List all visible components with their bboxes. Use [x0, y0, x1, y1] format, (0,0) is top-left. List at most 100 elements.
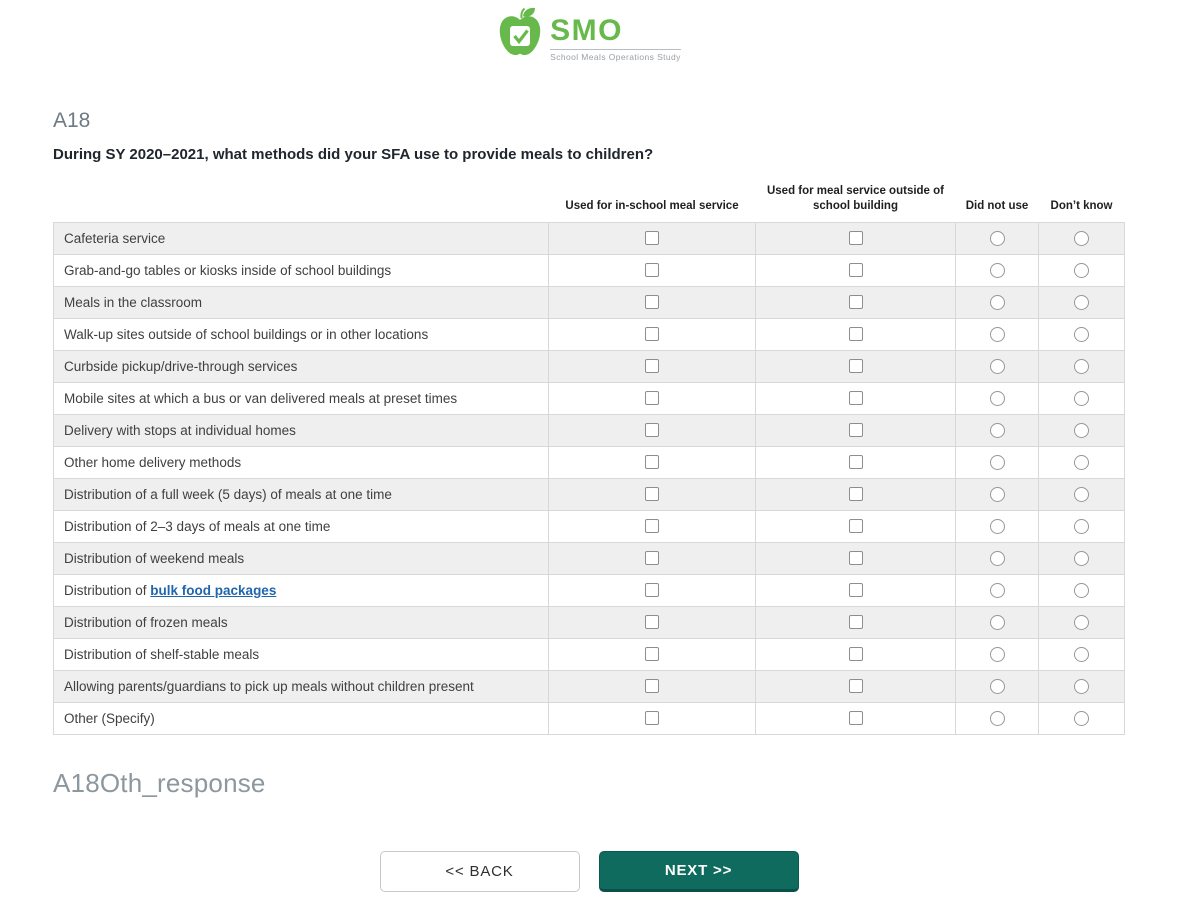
radio-did-not-use[interactable]	[989, 422, 1005, 438]
cell-did-not-use	[955, 221, 1039, 255]
other-response-label: A18Oth_response	[53, 767, 266, 798]
checkbox-in-school-meal-service[interactable]	[645, 711, 659, 726]
cell-did-not-use	[955, 413, 1039, 447]
checkbox-in-school-meal-service[interactable]	[645, 615, 659, 630]
radio-did-not-use[interactable]	[989, 358, 1005, 374]
table-row: Other home delivery methods	[53, 445, 1125, 479]
radio-dont-know[interactable]	[1074, 582, 1089, 598]
checkbox-outside-school-building[interactable]	[848, 711, 863, 726]
cell-did-not-use	[955, 285, 1039, 319]
radio-dont-know[interactable]	[1074, 326, 1089, 342]
cell-did-not-use	[955, 253, 1039, 287]
radio-dont-know[interactable]	[1074, 358, 1089, 374]
checkbox-outside-school-building[interactable]	[848, 295, 863, 310]
checkbox-outside-school-building[interactable]	[848, 423, 863, 438]
checkbox-outside-school-building[interactable]	[848, 263, 863, 278]
checkbox-outside-school-building[interactable]	[848, 551, 863, 566]
radio-did-not-use[interactable]	[989, 262, 1005, 278]
radio-did-not-use[interactable]	[989, 550, 1005, 566]
bulk-food-packages-link[interactable]: bulk food packages	[150, 582, 277, 598]
checkbox-outside-school-building[interactable]	[848, 455, 863, 470]
checkbox-in-school-meal-service[interactable]	[645, 551, 659, 566]
checkbox-outside-school-building[interactable]	[848, 615, 863, 630]
checkbox-outside-school-building[interactable]	[848, 391, 863, 406]
cell-dont-know	[1038, 221, 1125, 255]
radio-dont-know[interactable]	[1074, 550, 1089, 566]
checkbox-outside-school-building[interactable]	[848, 519, 863, 534]
table-row: Distribution of a full week (5 days) of …	[53, 477, 1125, 511]
cell-dont-know	[1038, 445, 1125, 479]
checkbox-outside-school-building[interactable]	[848, 327, 863, 342]
radio-did-not-use[interactable]	[989, 486, 1005, 502]
checkbox-outside-school-building[interactable]	[848, 679, 863, 694]
radio-dont-know[interactable]	[1074, 486, 1089, 502]
cell-dont-know	[1038, 253, 1125, 287]
radio-did-not-use[interactable]	[989, 454, 1005, 470]
next-button[interactable]: NEXT >>	[598, 850, 799, 892]
cell-outside-school	[755, 509, 956, 543]
checkbox-in-school-meal-service[interactable]	[645, 679, 659, 694]
cell-did-not-use	[955, 701, 1039, 735]
row-label: Other (Specify)	[53, 701, 549, 735]
back-button[interactable]: << BACK	[379, 850, 580, 892]
checkbox-outside-school-building[interactable]	[848, 487, 863, 502]
radio-did-not-use[interactable]	[989, 518, 1005, 534]
checkbox-in-school-meal-service[interactable]	[645, 391, 659, 406]
radio-dont-know[interactable]	[1074, 614, 1089, 630]
table-row: Delivery with stops at individual homes	[53, 413, 1125, 447]
checkbox-in-school-meal-service[interactable]	[645, 423, 659, 438]
cell-in-school	[548, 413, 756, 447]
checkbox-in-school-meal-service[interactable]	[645, 455, 659, 470]
radio-did-not-use[interactable]	[989, 646, 1005, 662]
checkbox-outside-school-building[interactable]	[848, 583, 863, 598]
cell-outside-school	[755, 445, 956, 479]
checkbox-outside-school-building[interactable]	[848, 647, 863, 662]
cell-did-not-use	[955, 573, 1039, 607]
cell-in-school	[548, 541, 756, 575]
radio-did-not-use[interactable]	[989, 294, 1005, 310]
radio-did-not-use[interactable]	[989, 710, 1005, 726]
checkbox-in-school-meal-service[interactable]	[645, 487, 659, 502]
cell-in-school	[548, 445, 756, 479]
row-label: Mobile sites at which a bus or van deliv…	[53, 381, 549, 415]
checkbox-in-school-meal-service[interactable]	[645, 327, 659, 342]
radio-dont-know[interactable]	[1074, 518, 1089, 534]
cell-outside-school	[755, 541, 956, 575]
radio-dont-know[interactable]	[1074, 454, 1089, 470]
row-label: Distribution of shelf-stable meals	[53, 637, 549, 671]
cell-dont-know	[1038, 477, 1125, 511]
radio-did-not-use[interactable]	[989, 390, 1005, 406]
cell-outside-school	[755, 253, 956, 287]
radio-did-not-use[interactable]	[989, 614, 1005, 630]
radio-did-not-use[interactable]	[989, 326, 1005, 342]
radio-did-not-use[interactable]	[989, 582, 1005, 598]
radio-did-not-use[interactable]	[989, 678, 1005, 694]
table-row: Mobile sites at which a bus or van deliv…	[53, 381, 1125, 415]
cell-outside-school	[755, 381, 956, 415]
checkbox-outside-school-building[interactable]	[848, 359, 863, 374]
checkbox-in-school-meal-service[interactable]	[645, 359, 659, 374]
table-row: Distribution of 2–3 days of meals at one…	[53, 509, 1125, 543]
checkbox-in-school-meal-service[interactable]	[645, 263, 659, 278]
checkbox-outside-school-building[interactable]	[848, 231, 863, 246]
cell-dont-know	[1038, 509, 1125, 543]
cell-in-school	[548, 669, 756, 703]
checkbox-in-school-meal-service[interactable]	[645, 647, 659, 662]
apple-checkmark-logo-icon	[497, 7, 543, 62]
checkbox-in-school-meal-service[interactable]	[645, 583, 659, 598]
radio-dont-know[interactable]	[1074, 262, 1089, 278]
radio-dont-know[interactable]	[1074, 230, 1089, 246]
radio-dont-know[interactable]	[1074, 646, 1089, 662]
radio-dont-know[interactable]	[1074, 294, 1089, 310]
radio-dont-know[interactable]	[1074, 678, 1089, 694]
cell-did-not-use	[955, 381, 1039, 415]
radio-dont-know[interactable]	[1074, 422, 1089, 438]
radio-dont-know[interactable]	[1074, 710, 1089, 726]
checkbox-in-school-meal-service[interactable]	[645, 295, 659, 310]
table-row: Distribution of frozen meals	[53, 605, 1125, 639]
radio-did-not-use[interactable]	[989, 230, 1005, 246]
radio-dont-know[interactable]	[1074, 390, 1089, 406]
row-label: Walk-up sites outside of school building…	[53, 317, 549, 351]
checkbox-in-school-meal-service[interactable]	[645, 519, 659, 534]
checkbox-in-school-meal-service[interactable]	[645, 231, 659, 246]
